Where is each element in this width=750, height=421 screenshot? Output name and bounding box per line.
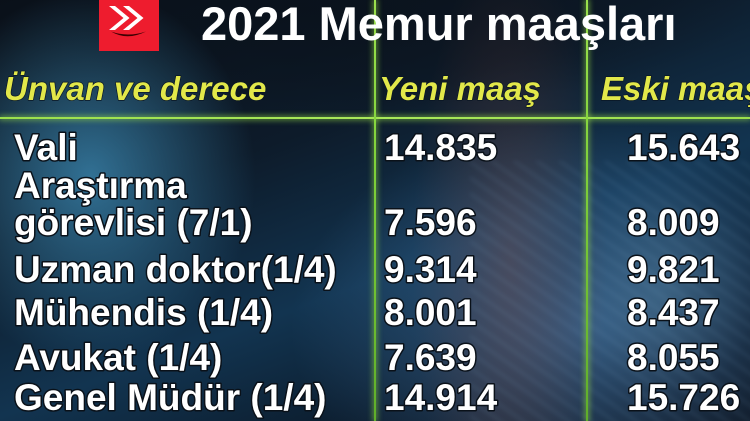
svg-text:8.001: 8.001 bbox=[384, 292, 477, 333]
svg-text:Genel Müdür (1/4): Genel Müdür (1/4) bbox=[14, 377, 326, 418]
svg-text:Yeni maaş: Yeni maaş bbox=[379, 70, 541, 107]
svg-text:14.835: 14.835 bbox=[384, 127, 497, 168]
svg-text:Vali: Vali bbox=[14, 127, 78, 168]
svg-text:Uzman doktor(1/4): Uzman doktor(1/4) bbox=[14, 249, 337, 290]
svg-text:8.009: 8.009 bbox=[627, 202, 720, 243]
svg-text:8.055: 8.055 bbox=[627, 337, 720, 378]
svg-text:görevlisi (7/1): görevlisi (7/1) bbox=[14, 202, 253, 243]
svg-text:Ünvan ve derece: Ünvan ve derece bbox=[4, 70, 266, 107]
svg-text:2021 Memur maaşları: 2021 Memur maaşları bbox=[201, 0, 677, 50]
svg-text:Eski maaş: Eski maaş bbox=[601, 70, 750, 107]
svg-text:9.821: 9.821 bbox=[627, 249, 720, 290]
svg-text:9.314: 9.314 bbox=[384, 249, 477, 290]
svg-text:Avukat (1/4): Avukat (1/4) bbox=[14, 337, 222, 378]
svg-text:14.914: 14.914 bbox=[384, 377, 498, 418]
svg-text:15.726: 15.726 bbox=[627, 377, 740, 418]
svg-text:15.643: 15.643 bbox=[627, 127, 740, 168]
svg-text:8.437: 8.437 bbox=[627, 292, 720, 333]
svg-text:7.596: 7.596 bbox=[384, 202, 477, 243]
svg-text:Araştırma: Araştırma bbox=[14, 165, 187, 206]
svg-text:7.639: 7.639 bbox=[384, 337, 477, 378]
svg-text:Mühendis (1/4): Mühendis (1/4) bbox=[14, 292, 273, 333]
